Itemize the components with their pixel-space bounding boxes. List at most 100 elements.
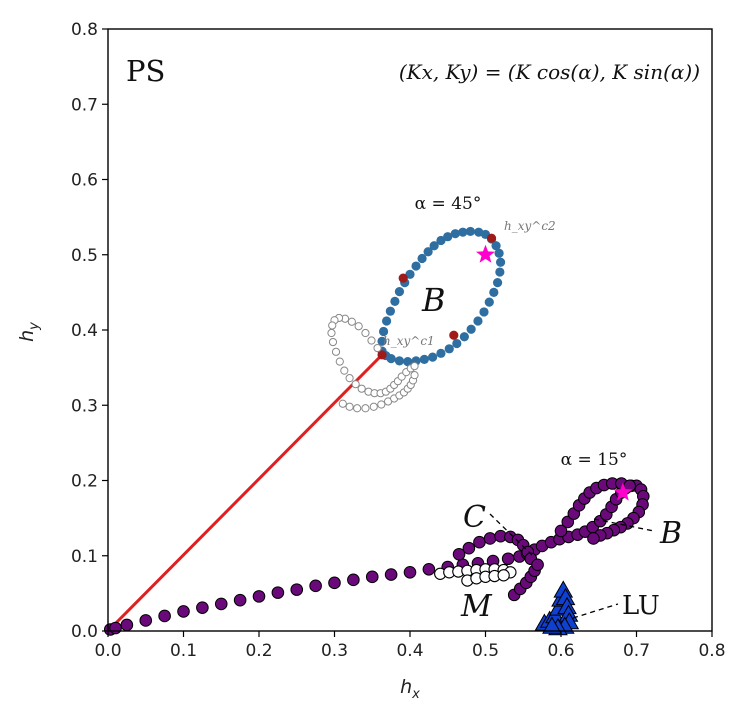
y-tick-label: 0.1 [71,547,98,567]
alpha45-blue-ring-point [378,326,389,337]
alpha45-blue-ring-point [423,247,433,257]
alpha15-purple-point [554,524,568,538]
panel-label: PS [126,54,165,88]
alpha45-blue-ring-point [495,267,505,277]
alpha45-open-circles-point [377,400,386,409]
alpha15-purple-point [214,597,228,611]
lu-leader [572,603,619,619]
y-tick-label: 0.4 [71,321,98,341]
alpha45-open-circles-point [369,402,378,411]
alpha45-open-circles-point [345,374,354,383]
alpha45-dark-red-points-point [486,233,497,243]
x-tick-label: 0.3 [321,641,348,661]
alpha15-purple-point [462,541,476,555]
alpha45-blue-ring-point [489,287,499,297]
c-leader [489,513,533,556]
alpha45-blue-ring-point [479,307,489,317]
x-tick-label: 0.8 [698,641,725,661]
y-axis-label: hy [16,322,42,342]
alpha45-open-circles-point [328,337,338,347]
alpha45-blue-ring-point [484,297,494,307]
alpha45-blue-ring-point [377,336,387,346]
y-tick-label: 0.8 [71,20,98,40]
alpha45-dark-red-points-point [398,273,408,283]
alpha15-purple-point [271,586,285,599]
alpha45-blue-ring-point [452,338,462,349]
alpha45-blue-ring-point [394,287,405,297]
alpha45-label: α = 45° [415,194,482,214]
alpha45-open-circles-point [357,384,366,393]
alpha15-purple-point [328,576,341,590]
y-tick-label: 0.0 [71,622,98,642]
alpha45-blue-ring-point [466,324,476,334]
b-lower-label: B [659,516,682,551]
alpha45-red-line-line [106,353,384,633]
alpha15-purple-point [422,562,436,576]
alpha45-open-circles-point [361,404,370,413]
c-label: C [463,500,486,535]
alpha15-purple-point [309,579,322,593]
alpha45-blue-ring-point [403,357,413,367]
b-lower-leader [593,518,655,532]
alpha45-open-circles-point [354,322,363,331]
x-tick-label: 0.4 [396,641,423,661]
alpha45-open-circles-point [340,366,349,375]
alpha15-purple-point [531,558,544,572]
alpha15-open-circles-point [497,569,510,582]
alpha45-blue-ring-point [444,344,454,354]
m-label: M [460,589,493,624]
alpha45-blue-ring-point [494,248,504,258]
alpha45-open-circles-point [373,343,382,353]
hc1-label: h_xy^c1 [383,334,435,348]
formula-annotation: (Kx, Ky) = (K cos(α), K sin(α)) [399,60,700,84]
alpha15-purple-point [587,532,600,545]
alpha45-blue-ring-point [443,232,453,242]
alpha45-open-circles-point [328,321,337,330]
alpha45-blue-ring-point [496,257,506,267]
y-tick-label: 0.3 [71,396,98,416]
x-tick-label: 0.2 [245,641,272,661]
alpha15-purple-point [501,552,515,566]
alpha45-blue-ring-point [491,241,501,251]
alpha45-blue-ring-point [411,261,421,271]
alpha45-blue-ring-point [390,296,400,307]
x-tick-label: 0.6 [547,641,574,661]
alpha15-purple-point [233,593,247,607]
alpha45-blue-ring-point [417,253,427,264]
alpha45-blue-ring-point [419,354,429,364]
y-tick-label: 0.6 [71,171,98,191]
alpha45-dark-red-points-point [449,330,459,340]
axis-ticks: 0.0 0.1 0.2 0.3 0.4 0.5 0.6 0.7 0.8 0.0 0.1 0.2 0.3 0… [71,20,726,661]
alpha45-open-circles-point [338,399,347,408]
alpha45-star-mark [476,244,495,263]
alpha15-purple-point [452,547,466,561]
alpha15-purple-point [109,621,122,635]
alpha15-purple-point [120,618,134,632]
lu-triangles-point [542,616,562,634]
alpha45-dark-red-points-point [377,350,387,360]
alpha45-open-circles-point [351,380,360,389]
y-tick-label: 0.2 [71,472,98,492]
alpha15-purple-point [384,568,398,581]
alpha45-open-circles-point [331,347,341,356]
alpha45-open-circles-point [353,404,362,413]
alpha45-open-circles-point [345,402,354,411]
alpha45-blue-ring-point [428,352,438,362]
alpha15-purple-point [365,570,379,584]
x-axis-label: hx [400,676,420,702]
alpha45-open-circles-point [367,336,376,345]
alpha45-blue-ring-point [429,241,439,251]
alpha15-purple-point [403,566,417,579]
x-tick-label: 0.1 [170,641,197,661]
alpha45-blue-ring-point [458,227,468,237]
alpha45-blue-ring-point [394,356,405,366]
alpha45-blue-ring-point [405,269,415,279]
alpha45-blue-ring-point [436,235,446,246]
alpha45-blue-ring-point [436,348,446,358]
alpha45-blue-ring-point [385,306,395,316]
lu-label: LU [622,591,660,621]
x-tick-label: 0.7 [623,641,650,661]
alpha15-purple-point [347,573,360,587]
alpha45-open-circles-point [361,328,370,338]
